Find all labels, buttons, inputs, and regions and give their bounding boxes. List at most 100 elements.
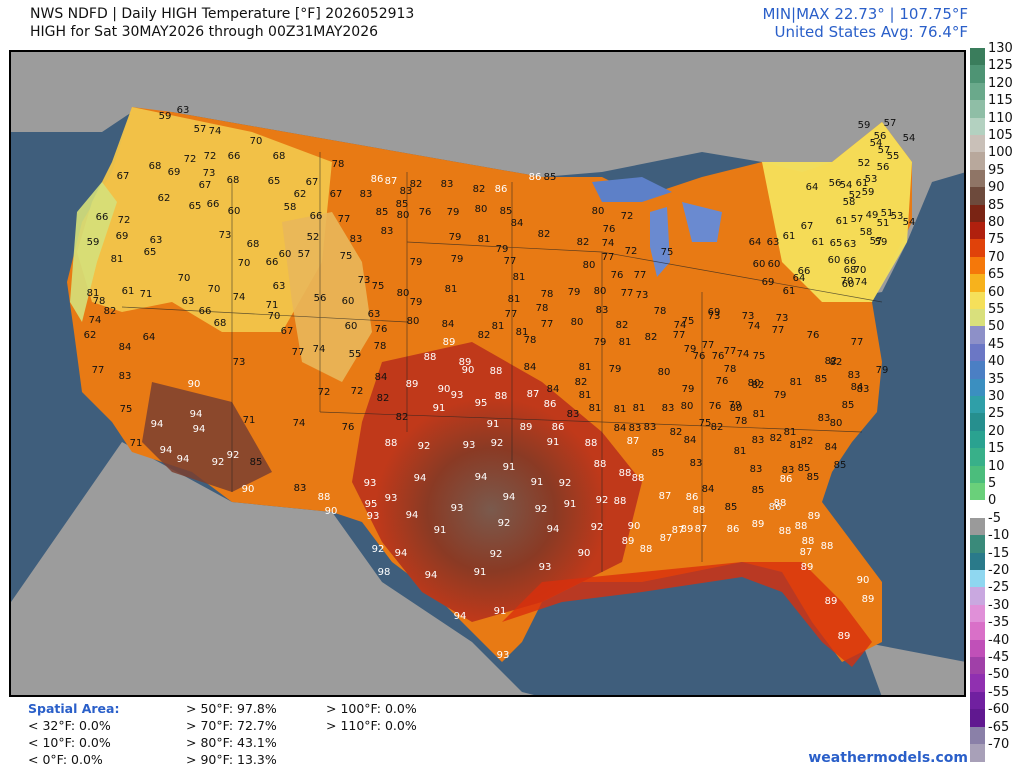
color-scale-legend: 130 125 120 115 110 105 100 95 90 85 80 75 70 65 60 55 5… — [966, 42, 1024, 762]
temperature-label: 92 — [227, 450, 240, 461]
temperature-label: 79 — [729, 400, 742, 411]
legend-swatch — [970, 222, 985, 240]
temperature-label: 92 — [596, 495, 609, 506]
legend-swatch — [970, 726, 985, 745]
temperature-label: 85 — [842, 400, 855, 411]
temperature-label: 56 — [877, 162, 890, 173]
legend-tick-label: -50 — [988, 667, 1010, 683]
temperature-label: 91 — [564, 499, 577, 510]
legend-tick-label: -60 — [988, 702, 1010, 718]
temperature-label: 74 — [209, 126, 222, 137]
temperature-label: 92 — [559, 478, 572, 489]
lake-superior — [592, 177, 672, 202]
temperature-label: 85 — [250, 457, 263, 468]
legend-tick-label: 45 — [988, 336, 1005, 352]
temperature-label: 73 — [636, 290, 649, 301]
temperature-label: 91 — [494, 606, 507, 617]
stat-above-110: > 110°F: 0.0% — [326, 718, 417, 733]
temperature-label: 76 — [375, 324, 388, 335]
site-credit-link[interactable]: weathermodels.com — [808, 750, 968, 766]
temperature-label: 66 — [96, 212, 109, 223]
temperature-label: 88 — [585, 438, 598, 449]
temperature-label: 64 — [143, 332, 156, 343]
temperature-label: 88 — [821, 541, 834, 552]
temperature-label: 62 — [84, 330, 97, 341]
legend-swatch — [970, 657, 985, 675]
temperature-label: 80 — [658, 367, 671, 378]
legend-tick-label: 65 — [988, 267, 1005, 283]
temperature-label: 57 — [884, 118, 897, 129]
legend-tick-label: -45 — [988, 650, 1010, 665]
temperature-label: 78 — [374, 341, 387, 352]
temperature-label: 62 — [294, 189, 307, 200]
temperature-label: 74 — [293, 418, 306, 429]
legend-tick-label: 120 — [988, 75, 1013, 91]
temperature-label: 74 — [855, 277, 868, 288]
temperature-label: 90 — [242, 484, 255, 495]
temperature-label: 82 — [670, 427, 683, 438]
temperature-label: 93 — [497, 650, 510, 661]
legend-swatch — [970, 430, 985, 449]
temperature-label: 73 — [742, 311, 755, 322]
temperature-label: 81 — [589, 403, 602, 414]
legend-swatch — [970, 309, 985, 327]
temperature-label: 63 — [844, 239, 857, 250]
temperature-label: 85 — [834, 460, 847, 471]
temperature-label: 66 — [207, 199, 220, 210]
legend-tick-label: -65 — [988, 719, 1010, 735]
temperature-label: 60 — [279, 249, 292, 260]
gulf-warm-band — [502, 562, 872, 667]
temperature-label: 82 — [830, 357, 843, 368]
temperature-label: 52 — [307, 232, 320, 243]
legend-tick-label: 35 — [988, 371, 1005, 387]
rockies-cool-zone — [282, 212, 372, 382]
temperature-label: 78 — [93, 296, 106, 307]
legend-tick-label: 20 — [988, 423, 1005, 439]
temperature-label: 83 — [818, 413, 831, 424]
temperature-label: 75 — [682, 316, 695, 327]
temperature-label: 88 — [779, 526, 792, 537]
temperature-label: 64 — [793, 273, 806, 284]
temperature-label: 72 — [625, 246, 638, 257]
temperature-map[interactable]: 59 63 74 70 57 72 72 66 68 78 86 87 82 83 82 86 86 85 68 69… — [9, 50, 966, 697]
legend-swatch — [970, 343, 985, 362]
temperature-label: 88 — [693, 505, 706, 516]
legend-tick-label: -20 — [988, 563, 1010, 578]
temperature-label: 70 — [268, 311, 281, 322]
temperature-label: 67 — [801, 221, 814, 232]
temperature-label: 71 — [243, 415, 256, 426]
temperature-label: 87 — [627, 436, 640, 447]
legend-tick-label: -30 — [988, 597, 1010, 613]
legend-swatch — [970, 413, 985, 432]
temperature-label: 94 — [151, 419, 164, 430]
temperature-label: 61 — [836, 216, 849, 227]
temperature-label: 87 — [800, 547, 813, 558]
temperature-label: 92 — [212, 457, 225, 468]
temperature-label: 92 — [372, 544, 385, 555]
temperature-label: 92 — [491, 438, 504, 449]
temperature-label: 76 — [712, 351, 725, 362]
state-boundaries — [121, 152, 883, 572]
temperature-label: 83 — [350, 234, 363, 245]
legend-swatch — [970, 587, 985, 606]
temperature-label: 65 — [144, 247, 157, 258]
temperature-label: 76 — [693, 351, 706, 362]
temperature-label: 81 — [516, 327, 529, 338]
temperature-label: 72 — [118, 215, 131, 226]
temperature-label: 68 — [214, 318, 227, 329]
temperature-label: 73 — [358, 275, 371, 286]
temperature-label: 82 — [752, 380, 765, 391]
temperature-label: 79 — [774, 390, 787, 401]
temperature-label: 56 — [829, 178, 842, 189]
temperature-label: 78 — [724, 364, 737, 375]
temperature-label: 88 — [594, 459, 607, 470]
temperature-label: 69 — [762, 277, 775, 288]
temperature-label: 82 — [473, 184, 486, 195]
temperature-label: 84 — [375, 372, 388, 383]
temperature-label: 91 — [531, 477, 544, 488]
temperature-label: 81 — [87, 288, 100, 299]
temperature-label: 83 — [752, 435, 765, 446]
legend-swatch — [970, 604, 985, 623]
temperature-label: 81 — [614, 404, 627, 415]
